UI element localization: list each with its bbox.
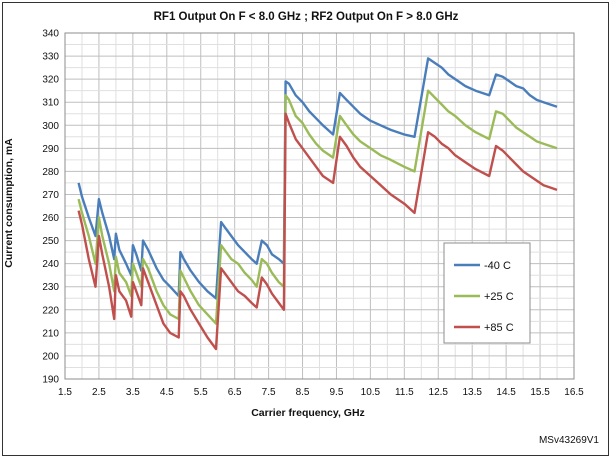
tick-labels: 1.5 2.5 3.5 4.5 5.5 6.5 7.5 8.5 9.5 10.5 11.5 12.5 1… — [42, 29, 584, 399]
y-tick-label: 230 — [42, 282, 59, 293]
y-tick-label: 310 — [42, 98, 59, 109]
series-group — [77, 57, 558, 351]
legend-label: +25 C — [484, 291, 514, 303]
y-tick-label: 210 — [42, 328, 59, 339]
plot-area — [64, 32, 575, 380]
figure-id: MSv43269V1 — [538, 435, 599, 446]
x-tick-label: 7.5 — [262, 387, 276, 398]
series-line-85c — [77, 112, 558, 351]
legend-label: -40 C — [484, 260, 511, 272]
y-tick-label: 280 — [42, 167, 59, 178]
y-tick-label: 260 — [42, 213, 59, 224]
x-tick-label: 10.5 — [361, 387, 381, 398]
series-line-40c — [77, 57, 558, 300]
x-tick-label: 1.5 — [58, 387, 72, 398]
y-tick-label: 220 — [42, 305, 59, 316]
series-line-25c — [77, 89, 558, 325]
y-tick-label: 290 — [42, 144, 59, 155]
x-tick-label: 14.5 — [496, 387, 516, 398]
x-tick-label: 2.5 — [92, 387, 106, 398]
x-tick-label: 3.5 — [126, 387, 140, 398]
x-tick-label: 13.5 — [462, 387, 482, 398]
chart-title: RF1 Output On F < 8.0 GHz ; RF2 Output O… — [154, 11, 459, 23]
x-tick-label: 5.5 — [194, 387, 208, 398]
legend: -40 C +25 C +85 C — [443, 242, 531, 344]
y-tick-label: 330 — [42, 52, 59, 63]
x-tick-label: 4.5 — [160, 387, 174, 398]
x-tick-label: 6.5 — [228, 387, 242, 398]
x-tick-label: 12.5 — [429, 387, 449, 398]
y-tick-label: 200 — [42, 351, 59, 362]
y-tick-label: 300 — [42, 121, 59, 132]
x-tick-label: 9.5 — [330, 387, 344, 398]
y-tick-label: 250 — [42, 236, 59, 247]
x-tick-label: 16.5 — [564, 387, 584, 398]
x-tick-label: 11.5 — [395, 387, 414, 398]
x-axis-label: Carrier frequency, GHz — [251, 407, 365, 419]
legend-label: +85 C — [484, 322, 514, 334]
y-tick-label: 240 — [42, 259, 59, 270]
x-tick-label: 8.5 — [296, 387, 310, 398]
y-axis-label: Current consumption, mA — [3, 138, 15, 268]
x-tick-label: 15.5 — [530, 387, 550, 398]
y-tick-label: 190 — [42, 375, 59, 386]
y-tick-label: 270 — [42, 190, 59, 201]
y-tick-label: 320 — [42, 75, 59, 86]
y-tick-label: 340 — [42, 29, 59, 40]
